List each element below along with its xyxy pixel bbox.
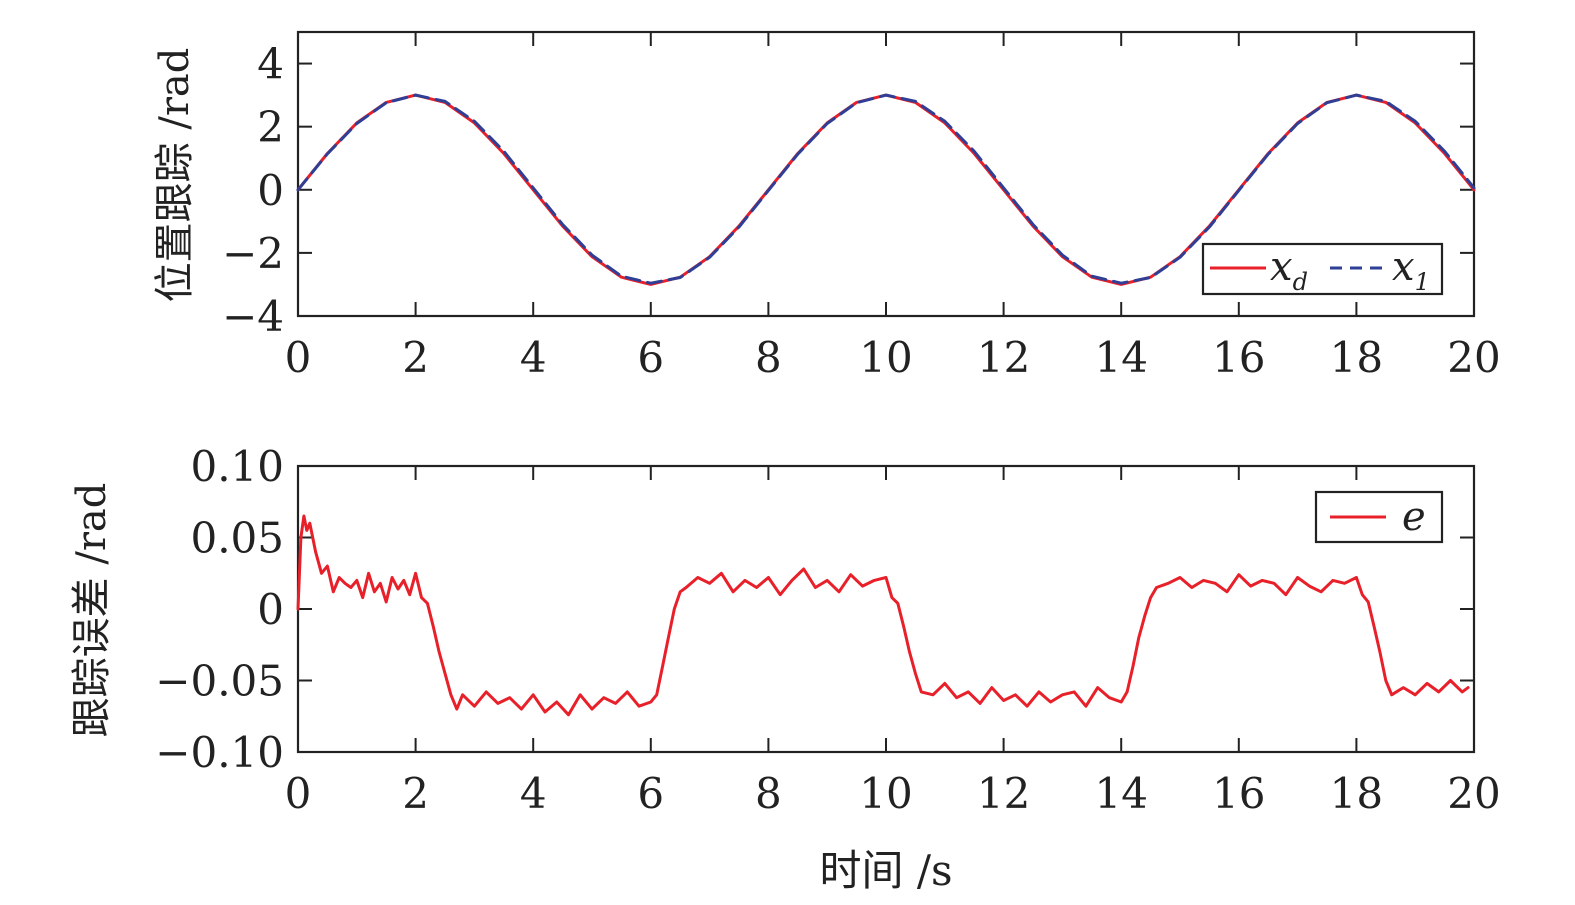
y-tick-label: 0	[257, 585, 284, 634]
x-tick-label: 20	[1447, 333, 1500, 382]
x-tick-label: 12	[977, 333, 1030, 382]
x-tick-label: 0	[285, 333, 312, 382]
y-tick-label: −0.05	[155, 657, 284, 706]
x-tick-label: 16	[1212, 333, 1265, 382]
y-tick-label: 2	[257, 103, 284, 152]
x-tick-label: 4	[520, 769, 547, 818]
x-tick-label: 14	[1094, 333, 1147, 382]
y-tick-label: −0.10	[155, 728, 284, 777]
x-tick-label: 2	[402, 769, 429, 818]
error-y-tick-labels: 0.10 0.05 0 −0.05 −0.10	[155, 442, 1474, 777]
y-tick-label: −4	[222, 292, 284, 341]
y-tick-label: 4	[257, 40, 284, 89]
x-tick-label: 6	[637, 333, 664, 382]
x-tick-label: 8	[755, 333, 782, 382]
error-y-axis-label: 跟踪误差 /rad	[69, 483, 115, 738]
x-tick-label: 18	[1330, 769, 1383, 818]
position-legend: xd x1	[1201, 242, 1444, 296]
error-legend: e	[1314, 490, 1444, 544]
position-series	[296, 93, 1476, 286]
position-y-tick-labels: 4 2 0 −2 −4	[222, 40, 1474, 341]
error-x-tick-labels: 0 2 4 6 8 10 12 14 16 18 20	[285, 466, 1501, 818]
legend-e-label: e	[1402, 494, 1426, 540]
error-x-axis-label: 时间 /s	[819, 846, 952, 895]
x-tick-label: 4	[520, 333, 547, 382]
y-tick-label: −2	[222, 229, 284, 278]
x-tick-label: 10	[859, 333, 912, 382]
x-tick-label: 6	[637, 769, 664, 818]
position-tracking-chart: 0 2 4 6 8 10 12 14 16 18 20 420−2−4 位置跟踪 /rad xd x…	[152, 30, 1501, 382]
x-tick-label: 10	[859, 769, 912, 818]
x-tick-label: 2	[402, 333, 429, 382]
x-tick-label: 8	[755, 769, 782, 818]
y-tick-label: 0	[257, 166, 284, 215]
x-tick-label: 20	[1447, 769, 1500, 818]
x-tick-label: 16	[1212, 769, 1265, 818]
x-tick-label: 18	[1330, 333, 1383, 382]
position-x-tick-labels: 0 2 4 6 8 10 12 14 16 18 20	[285, 32, 1501, 382]
legend-x1-label: x1	[1392, 244, 1430, 296]
error-series	[296, 514, 1470, 717]
y-tick-label: 0.05	[190, 514, 284, 563]
series-line-e	[296, 514, 1470, 717]
series-line-x-1	[296, 93, 1476, 285]
x-tick-label: 14	[1094, 769, 1147, 818]
x-tick-label: 0	[285, 769, 312, 818]
tracking-error-chart: 0 2 4 6 8 10 12 14 16 18 20 0.10 0.05 0 −0.05 −0.10 跟踪…	[69, 442, 1501, 895]
y-tick-label: 0.10	[190, 442, 284, 491]
position-y-axis-label: 位置跟踪 /rad	[152, 48, 198, 303]
x-tick-label: 12	[977, 769, 1030, 818]
error-axes-frame	[296, 464, 1476, 754]
